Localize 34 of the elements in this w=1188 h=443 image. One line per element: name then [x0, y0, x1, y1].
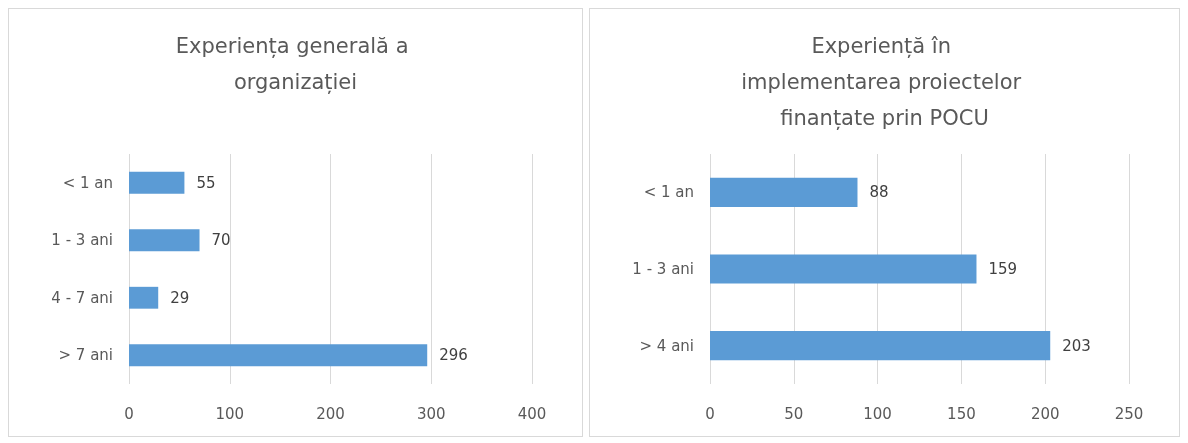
- y-tick-label: > 7 ani: [58, 346, 113, 365]
- bar: [129, 229, 200, 252]
- data-label: 159: [988, 260, 1018, 278]
- y-tick-label: < 1 an: [643, 183, 694, 202]
- x-tick-label: 100: [863, 404, 892, 423]
- data-label: 70: [211, 231, 231, 250]
- y-tick-label: 1 - 3 ani: [632, 260, 694, 278]
- x-tick-label: 0: [705, 404, 715, 423]
- chart-title: Experiență în implementarea proiectelor finanțate prin POCU: [741, 34, 1028, 130]
- x-tick-label: 0: [124, 404, 134, 423]
- x-tick-label: 200: [316, 404, 345, 423]
- x-tick-label: 200: [1030, 404, 1060, 423]
- x-tick-label: 100: [215, 404, 245, 423]
- chart-title: Experiența generală a organizației: [175, 34, 416, 94]
- y-tick-label: < 1 an: [62, 173, 113, 192]
- bar: [129, 171, 185, 194]
- bar: [129, 286, 159, 309]
- y-tick-label: > 4 ani: [639, 336, 694, 355]
- data-label: 88: [869, 183, 889, 202]
- data-label: 55: [196, 173, 216, 192]
- y-tick-label: 4 - 7 ani: [51, 288, 113, 307]
- bar: [710, 254, 977, 284]
- x-tick-label: 150: [947, 404, 976, 423]
- data-label: 29: [170, 288, 190, 307]
- y-tick-label: 1 - 3 ani: [51, 231, 113, 250]
- x-tick-label: 300: [416, 404, 446, 423]
- x-tick-label: 250: [1114, 404, 1144, 423]
- bar: [710, 331, 1051, 361]
- bar: [710, 177, 858, 207]
- x-tick-label: 50: [784, 404, 804, 423]
- data-label: 203: [1062, 336, 1091, 355]
- data-label: 296: [439, 346, 468, 365]
- bar: [129, 344, 428, 367]
- x-tick-label: 400: [517, 404, 547, 423]
